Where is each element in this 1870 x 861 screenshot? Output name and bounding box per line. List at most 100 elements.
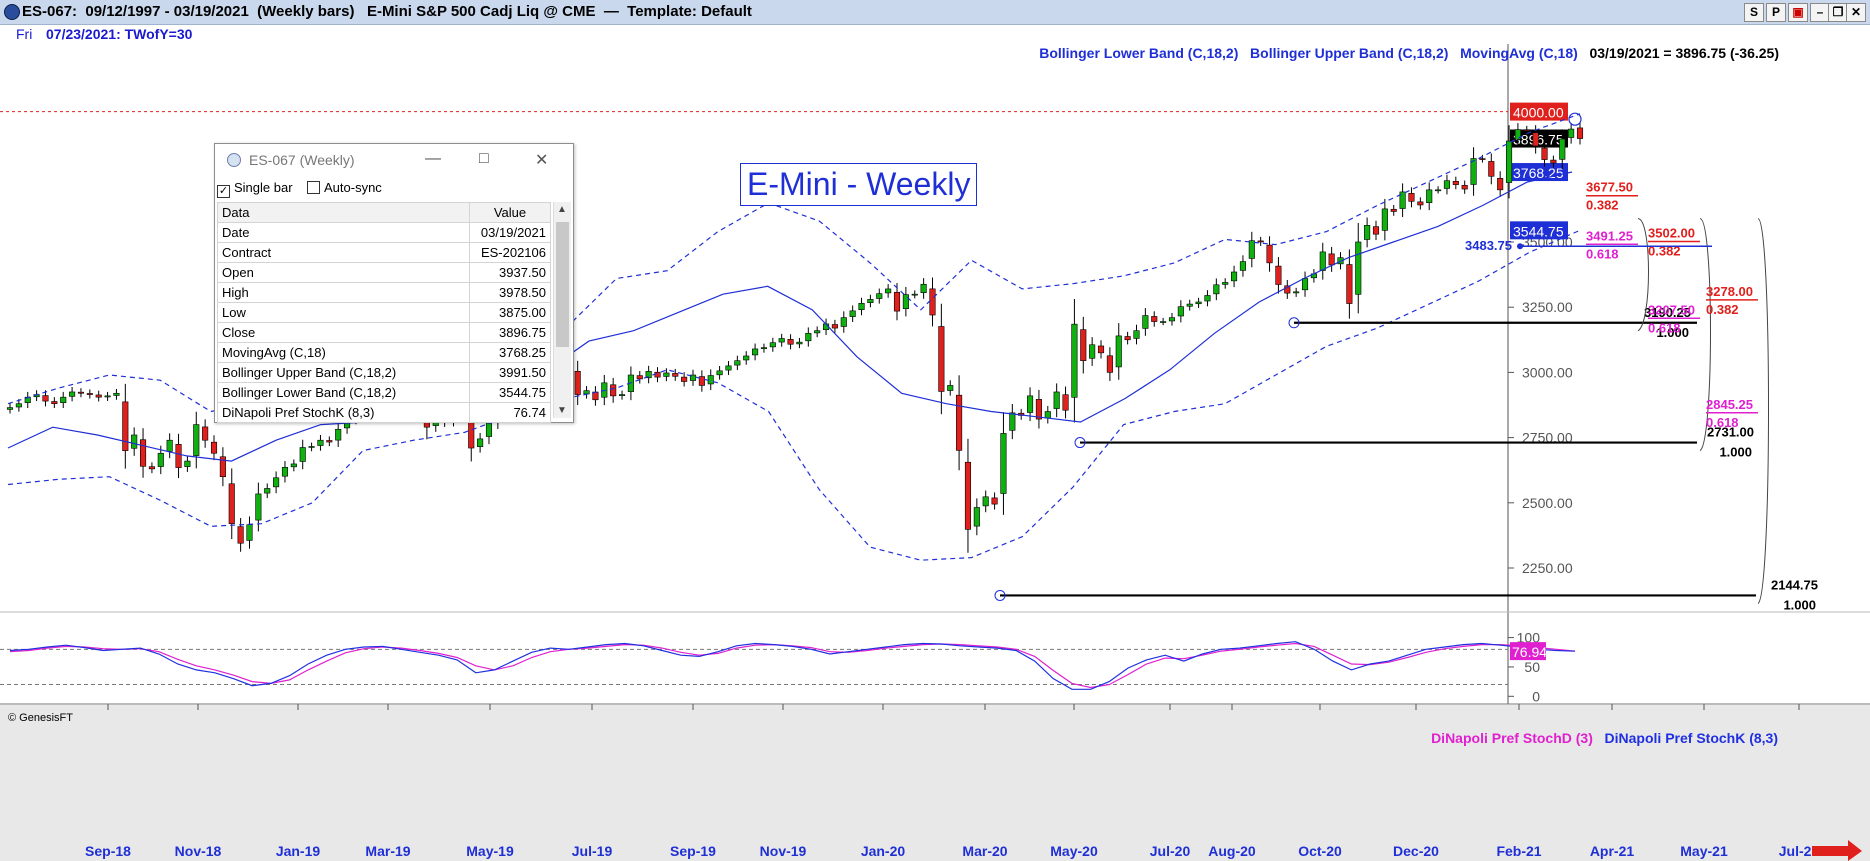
candle-up xyxy=(796,341,803,345)
fib-618-price-label: 3207.50 xyxy=(1648,302,1695,317)
cursor-info-bar: Fri 07/23/2021: TWofY=30 xyxy=(0,24,1870,44)
candle-down xyxy=(1124,336,1131,341)
price-label-box xyxy=(1510,221,1568,240)
candle-up xyxy=(618,394,626,396)
candle-up xyxy=(1222,282,1229,285)
candle-up xyxy=(335,428,342,441)
x-tick-label: Jul-21 xyxy=(1779,843,1820,859)
candle-up xyxy=(716,370,723,376)
row-value: 3991.50 xyxy=(469,362,551,383)
candle-down xyxy=(51,401,58,404)
column-header-value[interactable]: Value xyxy=(469,202,551,223)
candle-down xyxy=(956,394,963,451)
candle-up xyxy=(814,330,821,334)
scroll-down-icon[interactable]: ▼ xyxy=(557,405,567,416)
time-axis-background xyxy=(0,705,1870,861)
snapshot-button[interactable]: S xyxy=(1744,3,1764,22)
data-window[interactable]: ES-067 (Weekly) — □ ✕ ✓ Single bar Auto-s… xyxy=(214,143,574,423)
candle-up xyxy=(299,447,306,462)
candle-down xyxy=(42,395,49,402)
candle-down xyxy=(1257,240,1264,243)
cursor-day: Fri xyxy=(16,26,33,42)
table-row: MovingAvg (C,18) 3768.25 xyxy=(217,342,551,363)
candle-down xyxy=(326,440,333,443)
y-tick-label: 3250.00 xyxy=(1522,299,1573,315)
candle-down xyxy=(574,370,581,395)
fib-618-price-label: 2845.25 xyxy=(1706,397,1753,412)
candle-down xyxy=(1417,201,1424,206)
candle-up xyxy=(1319,251,1326,271)
candle-down xyxy=(964,461,972,530)
stoch-y-tick-label: 0 xyxy=(1532,688,1540,704)
x-tick-label: Oct-20 xyxy=(1298,843,1342,859)
legend-stoch-d: DiNapoli Pref StochD (3) xyxy=(1431,730,1593,746)
candle-up xyxy=(1426,189,1433,203)
table-row: Bollinger Lower Band (C,18,2) 3544.75 xyxy=(217,382,551,403)
x-tick-label: Aug-20 xyxy=(1208,843,1256,859)
fib-connector-arc xyxy=(1757,218,1769,604)
data-window-maximize-icon[interactable]: □ xyxy=(479,150,489,167)
fib-swing-low-marker xyxy=(1288,317,1300,329)
candle-down xyxy=(787,339,794,345)
row-value: 3978.50 xyxy=(469,282,551,303)
table-row: Low 3875.00 xyxy=(217,302,551,323)
single-bar-checkbox[interactable]: ✓ xyxy=(217,185,230,198)
candle-down xyxy=(148,466,155,470)
print-button[interactable]: P xyxy=(1766,3,1786,22)
candle-up xyxy=(1381,208,1388,231)
column-header-data[interactable]: Data xyxy=(217,202,470,223)
row-value: 3768.25 xyxy=(469,342,551,363)
candle-up xyxy=(1399,191,1406,209)
fib-low-ratio-label: 1.000 xyxy=(1783,597,1816,612)
candle-down xyxy=(698,376,705,386)
row-key: Date xyxy=(217,222,470,243)
chart-title-annotation[interactable]: E-Mini - Weekly xyxy=(740,163,978,206)
candle-up xyxy=(760,347,768,350)
candle-up xyxy=(1177,306,1184,317)
fib-382-ratio-label: 0.382 xyxy=(1648,243,1681,258)
link-button[interactable]: ▣ xyxy=(1788,3,1808,22)
candle-down xyxy=(1372,226,1380,235)
data-window-title-bar[interactable]: ES-067 (Weekly) — □ ✕ xyxy=(215,144,573,174)
scroll-thumb[interactable] xyxy=(556,222,569,347)
fib-618-ratio-label: 0.618 xyxy=(1586,246,1619,261)
x-tick-label: Dec-20 xyxy=(1393,843,1439,859)
price-label-box xyxy=(1510,129,1568,148)
candle-up xyxy=(752,348,759,356)
data-window-table: Data Value Date 03/19/2021 Contract ES-202… xyxy=(217,202,551,423)
data-window-scrollbar[interactable]: ▲ ▼ xyxy=(553,202,571,418)
candle-down xyxy=(929,288,936,316)
data-window-minimize-icon[interactable]: — xyxy=(425,150,441,167)
table-row: Date 03/19/2021 xyxy=(217,222,551,243)
auto-sync-option[interactable]: Auto-sync xyxy=(307,180,382,195)
candle-up xyxy=(805,332,812,342)
row-value: 3544.75 xyxy=(469,382,551,403)
fib-618-ratio-label: 0.618 xyxy=(1648,320,1681,335)
close-button[interactable]: ✕ xyxy=(1846,3,1866,22)
row-value: 3896.75 xyxy=(469,322,551,343)
candle-up xyxy=(840,317,847,327)
fib-connector-arc xyxy=(1699,218,1711,451)
data-window-close-icon[interactable]: ✕ xyxy=(535,152,549,169)
restore-button[interactable]: ❐ xyxy=(1828,3,1848,22)
auto-sync-checkbox[interactable] xyxy=(307,181,320,194)
candle-down xyxy=(831,324,838,329)
candle-down xyxy=(1080,329,1087,361)
swing-high-marker xyxy=(1568,112,1582,126)
fib-618-ratio-label: 0.618 xyxy=(1706,415,1739,430)
candle-down xyxy=(140,439,147,467)
scroll-up-icon[interactable]: ▲ xyxy=(557,204,567,215)
price-label: 4000.00 xyxy=(1513,105,1564,121)
bollinger-lower-band xyxy=(7,229,1581,561)
candle-up xyxy=(1443,180,1450,189)
candle-up xyxy=(246,524,253,541)
single-bar-option[interactable]: ✓ Single bar xyxy=(217,180,293,198)
candle-up xyxy=(1133,330,1140,339)
price-label: 3544.75 xyxy=(1513,223,1564,239)
candle-up xyxy=(281,467,289,477)
row-value: 76.74 xyxy=(469,402,551,423)
magnifier-icon xyxy=(227,153,241,167)
candle-up xyxy=(104,395,111,398)
x-tick-label: Jan-19 xyxy=(276,843,321,859)
